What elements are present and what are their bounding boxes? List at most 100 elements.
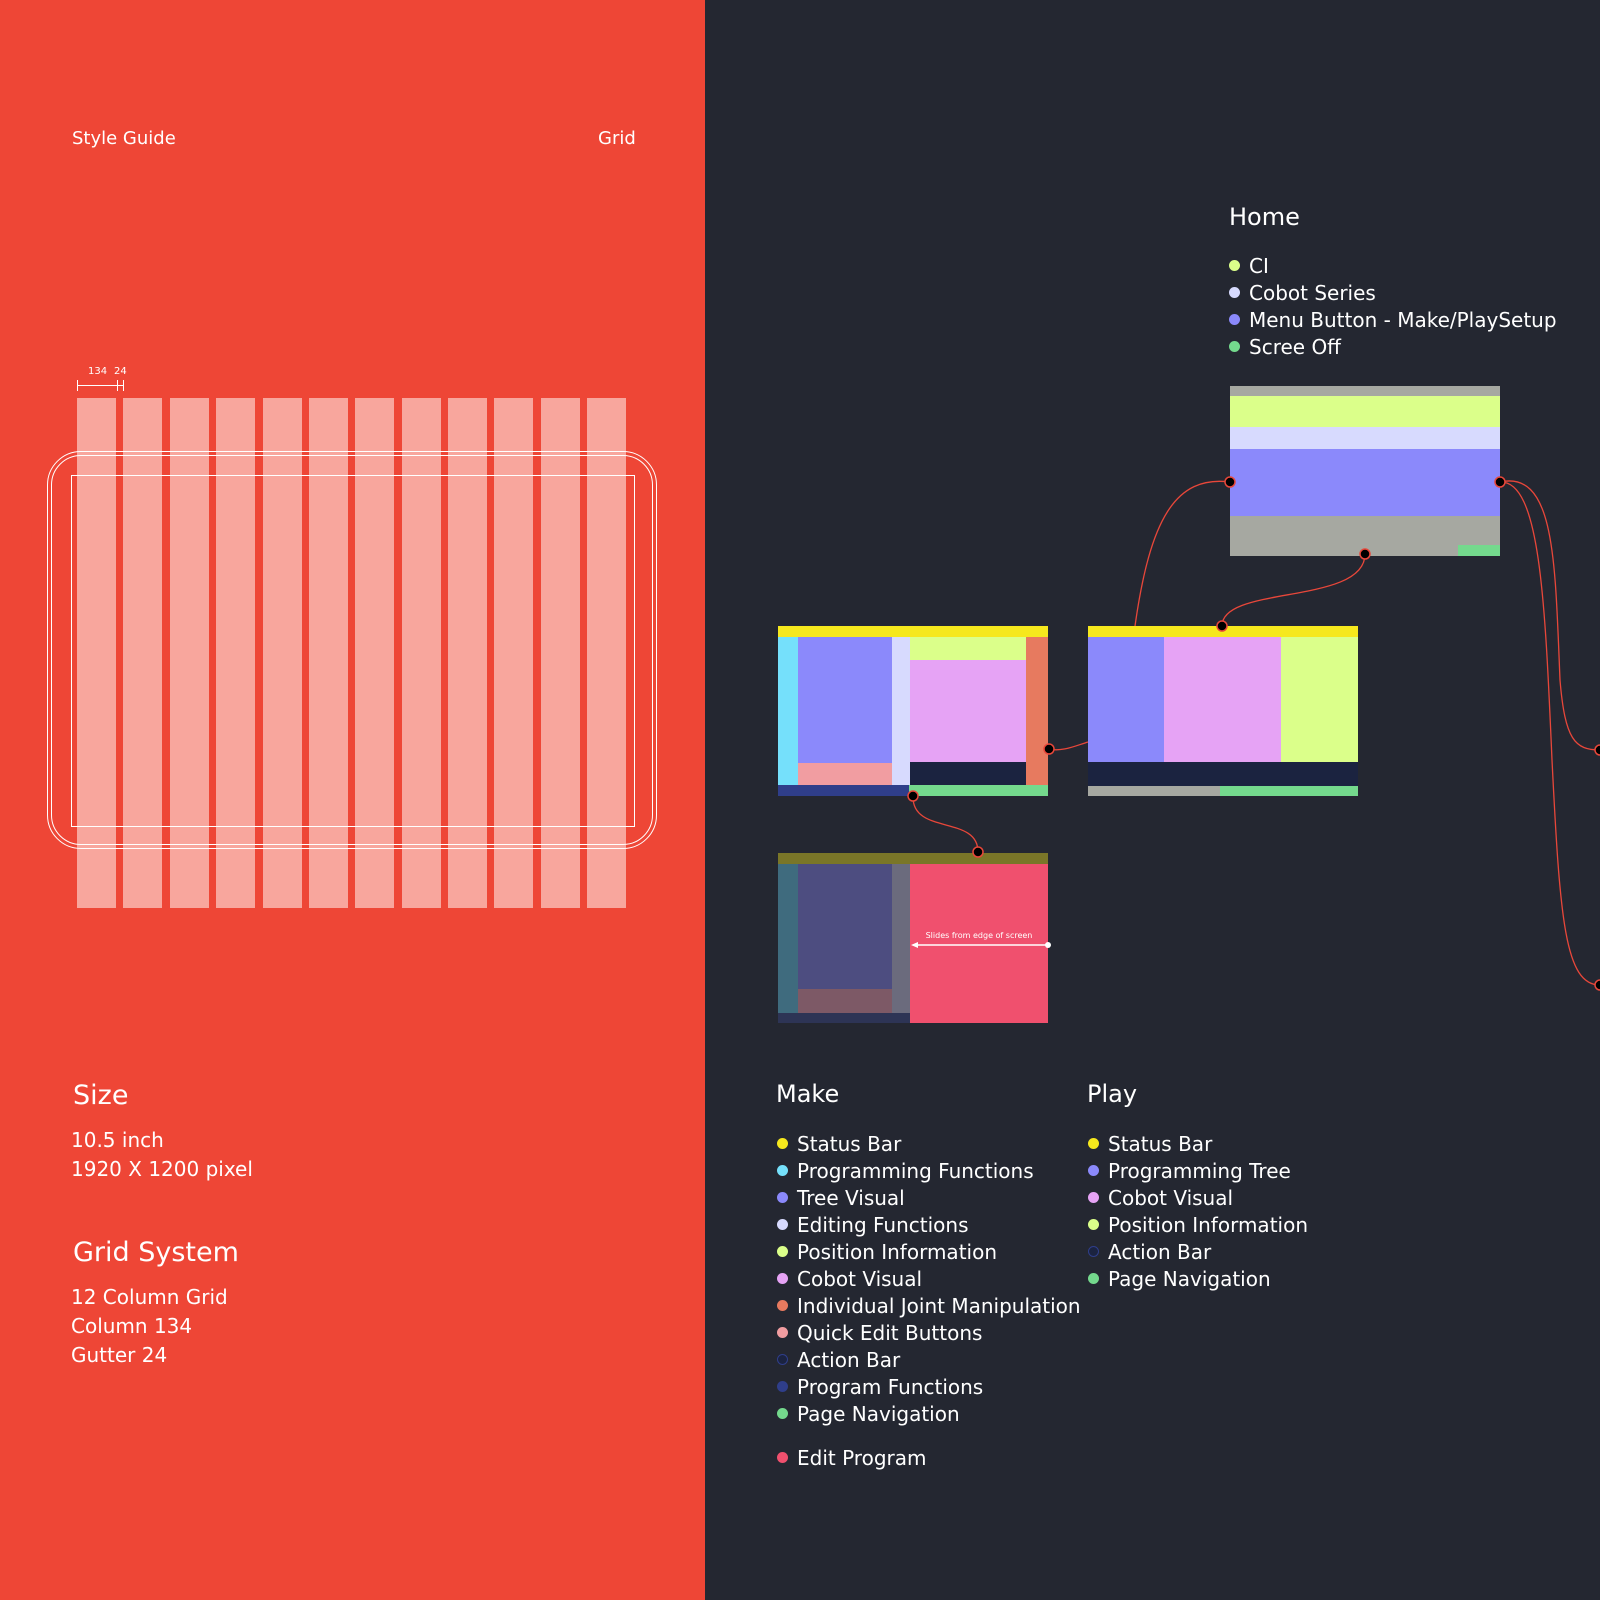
grid-column — [123, 398, 162, 908]
make-program-functions — [778, 785, 909, 796]
column-width-label: 134 — [88, 366, 108, 377]
legend-item: Tree Visual — [777, 1184, 1081, 1211]
connector-line — [1048, 741, 1089, 751]
legend-dot — [777, 1219, 788, 1230]
connector-line — [912, 796, 979, 853]
grid-column — [402, 398, 441, 908]
legend-label: Cobot Series — [1249, 280, 1376, 305]
connector-dot — [1359, 548, 1371, 560]
legend-item: Edit Program — [777, 1444, 926, 1471]
play-page-navigation — [1220, 786, 1358, 796]
legend-item: Page Navigation — [777, 1400, 1081, 1427]
make-screen-wireframe — [778, 626, 1048, 796]
legend-item: Programming Functions — [777, 1157, 1081, 1184]
connector-dot — [907, 790, 919, 802]
legend-label: Quick Edit Buttons — [797, 1320, 983, 1345]
play-title: Play — [1087, 1080, 1138, 1108]
grid-column — [77, 398, 116, 908]
home-screen-wireframe — [1230, 386, 1500, 556]
legend-dot — [777, 1138, 788, 1149]
edit-tree-visual — [798, 864, 892, 989]
grid-system-line: Gutter 24 — [71, 1343, 168, 1367]
legend-dot — [777, 1273, 788, 1284]
make-legend: Status Bar Programming Functions Tree Vi… — [777, 1130, 1081, 1427]
legend-dot — [777, 1165, 788, 1176]
play-cobot-visual — [1164, 637, 1281, 762]
grid-column — [587, 398, 626, 908]
play-action-bar — [1088, 762, 1358, 786]
legend-dot — [1229, 341, 1240, 352]
make-title: Make — [776, 1080, 840, 1108]
legend-dot — [1088, 1219, 1099, 1230]
make-joint-manipulation — [1026, 637, 1048, 785]
legend-dot — [1229, 314, 1240, 325]
edit-program-panel — [910, 864, 1048, 1023]
make-page-navigation — [909, 785, 1048, 796]
grid-system-title: Grid System — [73, 1237, 239, 1268]
tablet-outline-inner — [51, 455, 653, 845]
legend-label: Editing Functions — [797, 1212, 969, 1237]
grid-column — [170, 398, 209, 908]
play-programming-tree — [1088, 637, 1164, 762]
home-ci — [1230, 396, 1500, 427]
legend-item: Action Bar — [777, 1346, 1081, 1373]
arrow-head — [911, 942, 918, 948]
legend-item: Page Navigation — [1088, 1265, 1308, 1292]
grid-column — [309, 398, 348, 908]
arrow-origin — [1045, 942, 1051, 948]
legend-label: Action Bar — [797, 1347, 901, 1372]
connector-line — [1499, 481, 1600, 986]
edit-bottom-bar — [778, 1013, 910, 1023]
legend-label: Program Functions — [797, 1374, 984, 1399]
legend-dot — [1088, 1246, 1099, 1257]
legend-label: Menu Button - Make/PlaySetup — [1249, 307, 1557, 332]
dimension-line — [77, 385, 123, 386]
legend-dot — [777, 1300, 788, 1311]
legend-dot — [777, 1354, 788, 1365]
play-screen-wireframe — [1088, 626, 1358, 796]
legend-dot — [1229, 287, 1240, 298]
dimension-tick — [117, 380, 118, 391]
connector-line — [1134, 480, 1231, 627]
connector-line — [1221, 553, 1366, 627]
make-editing-functions — [892, 637, 910, 785]
edit-quick-edit — [798, 989, 892, 1013]
legend-dot — [1088, 1192, 1099, 1203]
make-programming-functions — [778, 637, 798, 785]
edit-editing-functions — [892, 864, 910, 1013]
tablet-screen-outline — [71, 475, 635, 827]
home-title: Home — [1229, 203, 1300, 231]
legend-label: Status Bar — [1108, 1131, 1213, 1156]
legend-label: Position Information — [1108, 1212, 1308, 1237]
size-line: 1920 X 1200 pixel — [71, 1157, 253, 1181]
grid-column — [216, 398, 255, 908]
home-menu-button — [1230, 449, 1500, 516]
legend-item: Quick Edit Buttons — [777, 1319, 1081, 1346]
home-cobot-series — [1230, 427, 1500, 449]
make-cobot-visual — [910, 660, 1026, 762]
dimension-tick — [77, 380, 78, 391]
wireframe-panel — [705, 0, 1600, 1600]
legend-item: Position Information — [777, 1238, 1081, 1265]
legend-item: Individual Joint Manipulation — [777, 1292, 1081, 1319]
home-legend: CI Cobot Series Menu Button - Make/PlayS… — [1229, 252, 1557, 360]
legend-item: Program Functions — [777, 1373, 1081, 1400]
grid-system-line: Column 134 — [71, 1314, 193, 1338]
legend-item: Action Bar — [1088, 1238, 1308, 1265]
make-action-bar — [910, 762, 1026, 785]
legend-item: Menu Button - Make/PlaySetup — [1229, 306, 1557, 333]
make-quick-edit-buttons — [798, 763, 892, 785]
legend-label: Individual Joint Manipulation — [797, 1293, 1081, 1318]
legend-dot — [1088, 1273, 1099, 1284]
legend-label: Position Information — [797, 1239, 997, 1264]
legend-label: Cobot Visual — [1108, 1185, 1234, 1210]
connector-dot — [1043, 743, 1055, 755]
grid-column — [263, 398, 302, 908]
legend-dot — [777, 1452, 788, 1463]
connector-dot — [1594, 744, 1600, 756]
legend-label: Cobot Visual — [797, 1266, 923, 1291]
grid-column — [494, 398, 533, 908]
legend-item: Scree Off — [1229, 333, 1557, 360]
home-screen-off — [1458, 545, 1500, 556]
